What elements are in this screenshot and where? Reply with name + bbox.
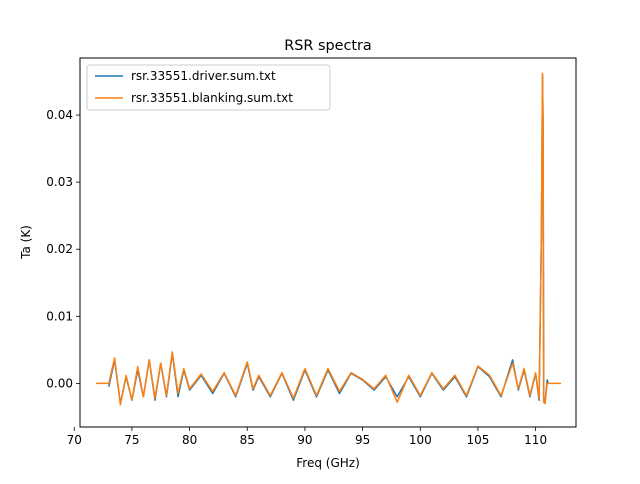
x-tick-label: 80 xyxy=(182,433,197,447)
x-axis-label: Freq (GHz) xyxy=(296,456,360,470)
series-line-blanking xyxy=(96,72,561,406)
y-tick-label: 0.04 xyxy=(46,108,73,122)
legend: rsr.33551.driver.sum.txt rsr.33551.blank… xyxy=(86,64,331,111)
y-tick-label: 0.01 xyxy=(46,309,73,323)
y-tick-label: 0.00 xyxy=(46,376,73,390)
plot-lines xyxy=(96,72,561,406)
x-tick-label: 85 xyxy=(240,433,255,447)
y-axis-ticks: 0.00 0.01 0.02 0.03 0.04 xyxy=(46,108,80,390)
x-axis-ticks: 70 75 80 85 90 95 100 105 110 xyxy=(67,427,547,447)
y-tick-label: 0.03 xyxy=(46,175,73,189)
x-tick-label: 110 xyxy=(524,433,547,447)
x-tick-label: 70 xyxy=(67,433,82,447)
y-tick-label: 0.02 xyxy=(46,242,73,256)
x-tick-label: 75 xyxy=(124,433,139,447)
x-tick-label: 105 xyxy=(467,433,490,447)
x-tick-label: 100 xyxy=(409,433,432,447)
legend-label-driver: rsr.33551.driver.sum.txt xyxy=(131,69,276,83)
chart-title: RSR spectra xyxy=(284,38,371,54)
legend-box xyxy=(86,64,331,111)
y-axis-label: Ta (K) xyxy=(19,225,33,260)
plot-frame xyxy=(79,57,577,428)
legend-label-blanking: rsr.33551.blanking.sum.txt xyxy=(131,91,293,105)
x-tick-label: 95 xyxy=(355,433,370,447)
x-tick-label: 90 xyxy=(297,433,312,447)
